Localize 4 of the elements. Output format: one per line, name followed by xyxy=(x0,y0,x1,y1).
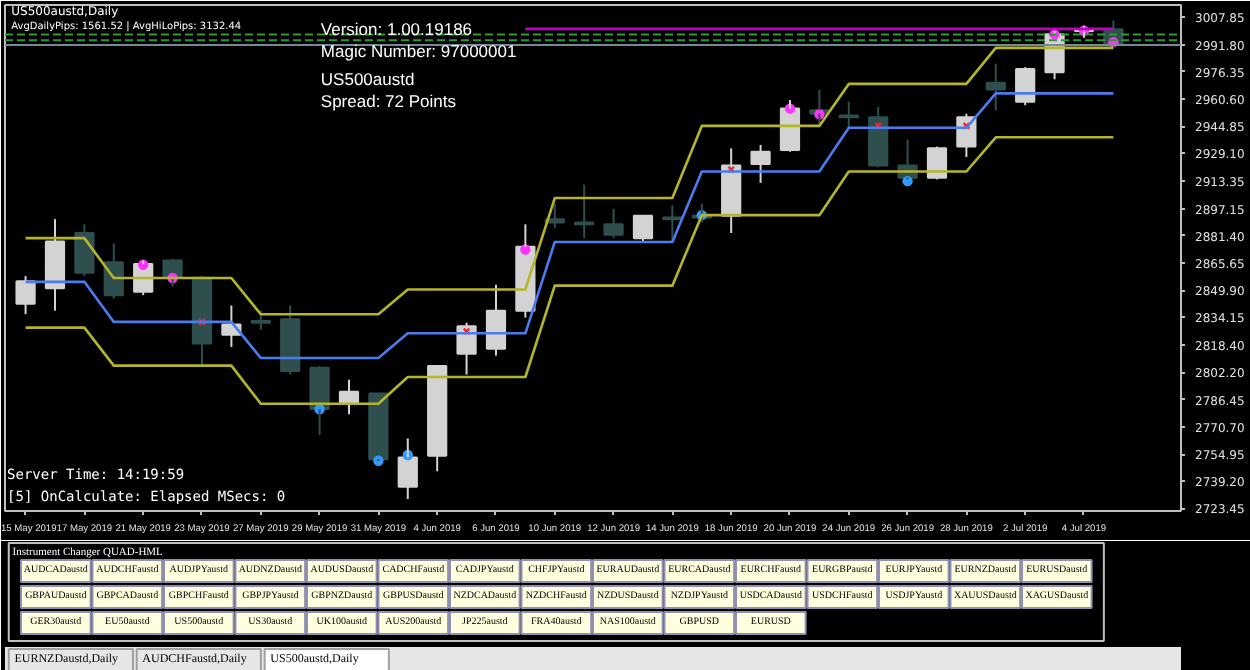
annotation: US500austd xyxy=(320,69,415,90)
annotation: Magic Number: 97000001 xyxy=(320,41,517,62)
annotation: Spread: 72 Points xyxy=(320,91,456,112)
annotation: Version: 1.00.19186 xyxy=(320,19,473,40)
